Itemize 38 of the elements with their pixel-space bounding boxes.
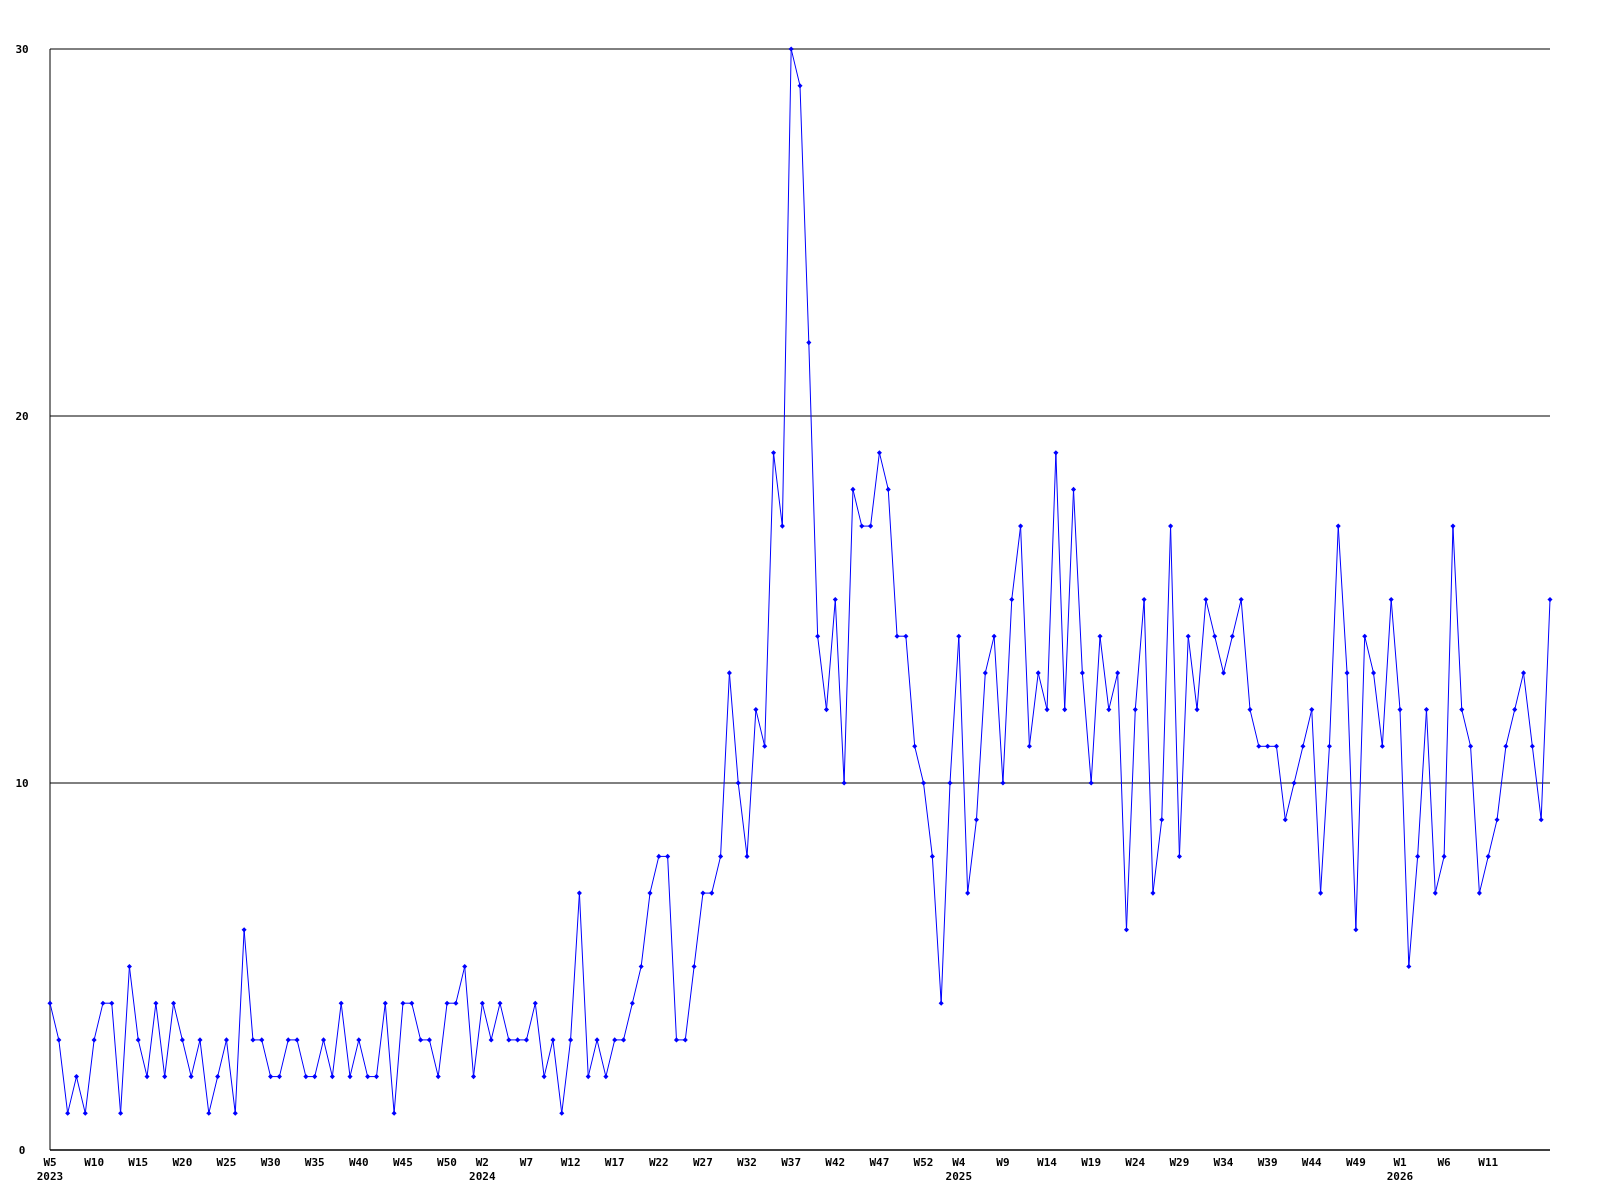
x-tick-label: W15 bbox=[128, 1156, 149, 1169]
x-tick-label: W32 bbox=[737, 1156, 757, 1169]
x-tick-label: W50 bbox=[437, 1156, 457, 1169]
x-tick-label: W25 bbox=[216, 1156, 237, 1169]
x-tick-label: W40 bbox=[348, 1156, 369, 1169]
x-tick-label: W10 bbox=[84, 1156, 105, 1169]
x-tick-label: W9 bbox=[996, 1156, 1010, 1169]
x-tick-label: W29 bbox=[1169, 1156, 1190, 1169]
y-tick-label: 20 bbox=[15, 410, 29, 423]
x-tick-label: W24 bbox=[1125, 1156, 1146, 1169]
y-tick-label: 30 bbox=[15, 43, 29, 56]
x-tick-label: W17 bbox=[604, 1156, 625, 1169]
x-tick-label: W22 bbox=[648, 1156, 669, 1169]
x-tick-label: W14 bbox=[1037, 1156, 1058, 1169]
x-tick-label: W7 bbox=[519, 1156, 534, 1169]
y-tick-label: 0 bbox=[18, 1144, 26, 1157]
x-tick-label: W45 bbox=[393, 1156, 413, 1169]
x-tick-label: W6 bbox=[1437, 1156, 1452, 1169]
x-tick-label: W2 2024 bbox=[469, 1156, 496, 1183]
x-tick-label: W35 bbox=[304, 1156, 325, 1169]
x-tick-label: W49 bbox=[1345, 1156, 1366, 1169]
x-tick-label: W4 2025 bbox=[945, 1156, 973, 1183]
x-tick-label: W12 bbox=[560, 1156, 581, 1169]
x-tick-label: W1 2026 bbox=[1386, 1156, 1414, 1183]
x-tick-label: W47 bbox=[869, 1156, 890, 1169]
x-tick-label: W34 bbox=[1213, 1156, 1234, 1169]
x-tick-label: W52 bbox=[913, 1156, 934, 1169]
x-tick-label: W39 bbox=[1257, 1156, 1278, 1169]
x-tick-label: W19 bbox=[1081, 1156, 1102, 1169]
x-tick-label: W20 bbox=[172, 1156, 193, 1169]
x-tick-label: W11 bbox=[1478, 1156, 1499, 1169]
y-tick-label: 10 bbox=[15, 777, 29, 790]
x-tick-label: W5 2023 bbox=[36, 1156, 64, 1183]
x-tick-label: W37 bbox=[781, 1156, 802, 1169]
x-tick-label: W44 bbox=[1301, 1156, 1323, 1169]
x-tick-label: W27 bbox=[693, 1156, 713, 1169]
x-tick-label: W30 bbox=[260, 1156, 281, 1169]
x-tick-label: W42 bbox=[825, 1156, 846, 1169]
